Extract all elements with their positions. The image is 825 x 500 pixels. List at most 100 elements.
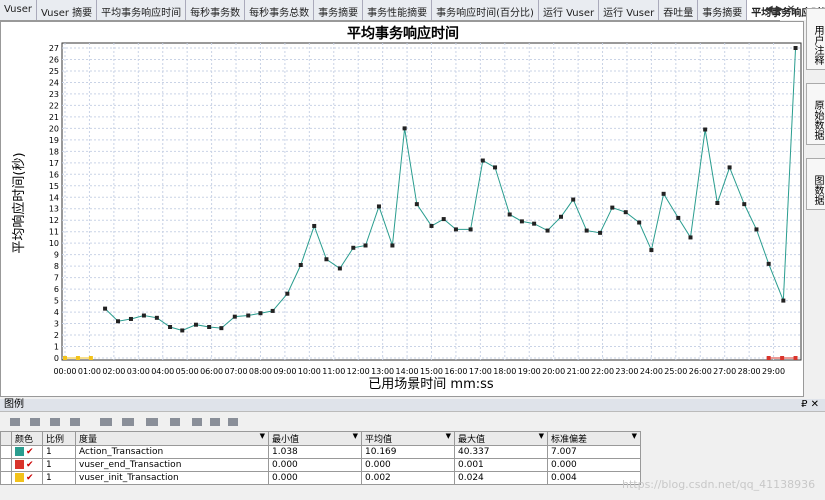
tab[interactable]: 运行 Vuser xyxy=(539,0,600,20)
data-point xyxy=(258,311,263,316)
data-point xyxy=(180,328,185,333)
tab[interactable]: 事务响应时间(百分比) xyxy=(432,0,539,20)
data-point xyxy=(128,316,133,321)
legend-controls[interactable]: ₽ ✕ xyxy=(801,399,819,410)
color-cell: ✔ xyxy=(11,445,43,459)
data-point xyxy=(103,306,108,311)
y-tick-label: 22 xyxy=(49,101,59,110)
checkbox[interactable]: ✔ xyxy=(26,447,34,457)
x-tick-label: 15:00 xyxy=(420,367,443,376)
data-point xyxy=(715,201,720,205)
data-point xyxy=(766,261,771,266)
color-cell: ✔ xyxy=(11,458,43,472)
tab[interactable]: 事务摘要 xyxy=(698,0,748,20)
data-point xyxy=(742,202,747,207)
side-button[interactable]: 原始数据 xyxy=(806,83,825,145)
tab[interactable]: 吞吐量 xyxy=(659,0,699,20)
y-tick-label: 3 xyxy=(54,320,59,329)
data-point xyxy=(727,165,732,170)
column-header[interactable]: 最大值 ▼ xyxy=(454,431,548,446)
x-tick-label: 02:00 xyxy=(102,367,125,376)
tab[interactable]: 事务性能摘要 xyxy=(363,0,433,20)
data-point xyxy=(441,217,446,222)
cell: 1 xyxy=(42,458,76,472)
data-point xyxy=(298,263,303,267)
checkbox[interactable]: ✔ xyxy=(26,473,34,483)
dropdown-arrow[interactable]: ▼ xyxy=(538,432,544,441)
toolbar-icons xyxy=(10,418,238,426)
x-tick-label: 04:00 xyxy=(151,367,174,376)
data-point xyxy=(558,214,563,219)
cell: 0.002 xyxy=(361,471,455,485)
column-header[interactable]: 度量 ▼ xyxy=(75,431,269,446)
dropdown-arrow[interactable]: ▼ xyxy=(631,432,637,441)
data-point xyxy=(468,227,473,232)
x-tick-label: 10:00 xyxy=(298,367,321,376)
checkbox[interactable]: ✔ xyxy=(26,460,34,470)
tab[interactable]: 每秒事务数 xyxy=(186,0,246,20)
tab[interactable]: 每秒事务总数 xyxy=(245,0,315,20)
data-point xyxy=(363,243,368,248)
data-point xyxy=(63,356,67,360)
data-point xyxy=(703,127,708,132)
row-header xyxy=(0,458,12,472)
color-swatch[interactable] xyxy=(15,447,24,456)
color-swatch[interactable] xyxy=(15,473,24,482)
dropdown-arrow[interactable]: ▼ xyxy=(445,432,451,441)
y-tick-label: 23 xyxy=(49,90,59,99)
table-row: ✔ 1 vuser_end_Transaction 0.000 0.000 0.001 0.… xyxy=(0,458,641,472)
data-point xyxy=(312,223,317,228)
data-point xyxy=(545,228,550,233)
x-tick-label: 03:00 xyxy=(127,367,150,376)
row-header xyxy=(0,431,12,446)
side-button[interactable]: 图数据 xyxy=(806,158,825,210)
data-point xyxy=(88,356,93,360)
side-panel: 用户注释原始数据图数据 xyxy=(806,0,825,240)
x-tick-label: 12:00 xyxy=(347,367,370,376)
data-point xyxy=(766,356,771,360)
legend-title: 图例 xyxy=(0,399,825,412)
data-point xyxy=(285,291,290,296)
data-point xyxy=(584,228,589,233)
color-swatch[interactable] xyxy=(15,460,24,469)
y-tick-label: 4 xyxy=(54,308,59,317)
y-tick-label: 24 xyxy=(49,78,59,87)
column-title: 最大值 xyxy=(458,435,486,445)
data-point xyxy=(780,356,785,360)
column-header[interactable]: 最小值 ▼ xyxy=(268,431,362,446)
x-tick-label: 17:00 xyxy=(469,367,492,376)
tab[interactable]: 平均事务响应时间 xyxy=(97,0,187,20)
column-header[interactable]: 比例 xyxy=(42,431,76,446)
x-tick-label: 21:00 xyxy=(567,367,590,376)
tab[interactable]: 事务摘要 xyxy=(314,0,364,20)
cell: vuser_end_Transaction xyxy=(75,458,269,472)
x-tick-label: 07:00 xyxy=(225,367,248,376)
data-point xyxy=(402,126,407,131)
data-point xyxy=(649,248,654,253)
x-tick-label: 00:00 xyxy=(53,367,76,376)
y-tick-label: 26 xyxy=(49,55,59,64)
tab[interactable]: Vuser 摘要 xyxy=(37,0,98,20)
data-point xyxy=(75,356,80,360)
column-title: 标准偏差 xyxy=(551,435,588,445)
dropdown-arrow[interactable]: ▼ xyxy=(259,432,265,441)
side-button[interactable]: 用户注释 xyxy=(806,8,825,70)
toolbar xyxy=(0,414,825,430)
tab[interactable]: 运行 Vuser xyxy=(599,0,660,20)
x-tick-label: 28:00 xyxy=(738,367,761,376)
tab-controls[interactable]: ◀ ▶ ✕ xyxy=(765,4,796,15)
column-header[interactable]: 颜色 xyxy=(11,431,43,446)
column-header[interactable]: 平均值 ▼ xyxy=(361,431,455,446)
tab[interactable]: Vuser xyxy=(0,0,37,20)
data-point xyxy=(571,197,576,202)
x-tick-label: 29:00 xyxy=(762,367,785,376)
cell: 40.337 xyxy=(454,445,548,459)
column-header[interactable]: 标准偏差 ▼ xyxy=(547,431,641,446)
data-point xyxy=(337,266,342,271)
y-tick-label: 7 xyxy=(54,274,59,283)
dropdown-arrow[interactable]: ▼ xyxy=(352,432,358,441)
tab[interactable]: 平均事务响应时间 xyxy=(747,0,825,20)
color-cell: ✔ xyxy=(11,471,43,485)
column-title: 最小值 xyxy=(272,435,300,445)
